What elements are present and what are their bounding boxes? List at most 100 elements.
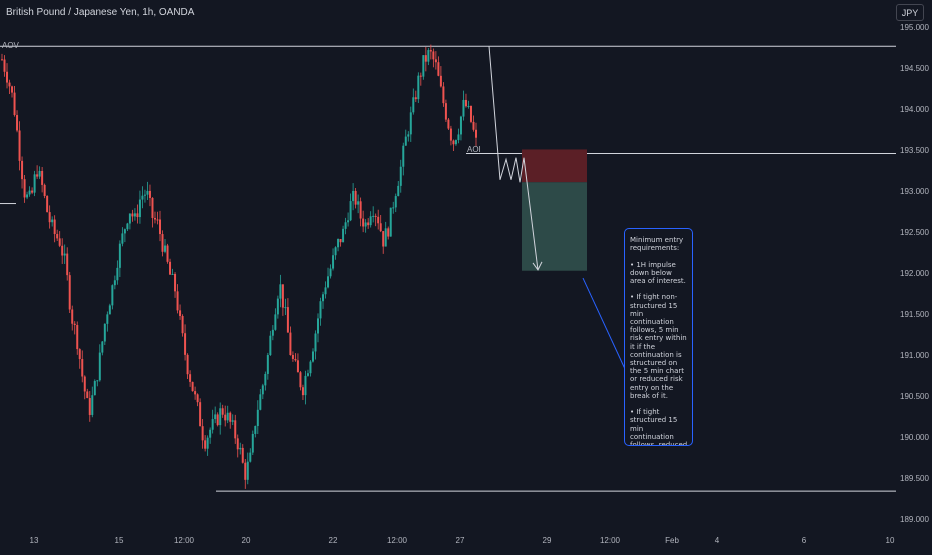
stop-loss-zone bbox=[522, 149, 587, 183]
time-tick-label: 29 bbox=[542, 536, 552, 545]
candle-body bbox=[264, 373, 267, 386]
candle-body bbox=[324, 287, 327, 295]
candle-body bbox=[93, 381, 96, 396]
candle-body bbox=[96, 380, 99, 382]
candle-body bbox=[454, 140, 457, 145]
candle-body bbox=[226, 412, 229, 421]
candle-body bbox=[58, 238, 61, 246]
candle-body bbox=[412, 97, 415, 113]
candle-body bbox=[372, 215, 375, 217]
candle-body bbox=[174, 273, 177, 292]
candle-body bbox=[319, 301, 322, 319]
candle-body bbox=[216, 414, 219, 426]
candle-body bbox=[98, 352, 101, 381]
time-tick-label: 27 bbox=[455, 536, 465, 545]
candle-body bbox=[394, 196, 397, 208]
candle-body bbox=[73, 323, 76, 325]
candle-body bbox=[301, 387, 304, 396]
candle-body bbox=[33, 174, 36, 193]
time-tick-label: Feb bbox=[665, 536, 679, 545]
candle-body bbox=[116, 267, 119, 281]
candle-body bbox=[291, 355, 294, 359]
candle-body bbox=[211, 419, 214, 430]
candle-body bbox=[344, 222, 347, 229]
candle-body bbox=[199, 402, 202, 427]
candle-body bbox=[317, 318, 319, 334]
candle-body bbox=[206, 437, 209, 449]
candle-body bbox=[164, 245, 167, 252]
candle-body bbox=[467, 105, 470, 107]
candle-body bbox=[38, 170, 41, 177]
candle-body bbox=[13, 92, 16, 116]
candle-body bbox=[148, 190, 151, 198]
candle-body bbox=[11, 86, 14, 93]
candle-body bbox=[131, 213, 134, 217]
candle-body bbox=[276, 298, 279, 315]
candle-body bbox=[249, 452, 252, 462]
candle-body bbox=[156, 219, 159, 221]
candle-body bbox=[53, 219, 56, 235]
price-tick-label: 194.000 bbox=[900, 105, 929, 115]
candle-body bbox=[146, 190, 149, 195]
price-axis[interactable]: 195.000 194.500 194.000 193.500 193.000 192.5… bbox=[896, 0, 932, 550]
candle-body bbox=[379, 223, 382, 232]
time-tick-label: 13 bbox=[29, 536, 39, 545]
candle-body bbox=[266, 355, 269, 374]
candle-body bbox=[176, 291, 179, 311]
candle-body bbox=[439, 75, 442, 87]
entry-requirements-note[interactable]: Minimum entry requirements: • 1H impulse… bbox=[624, 228, 693, 446]
candle-body bbox=[424, 55, 427, 62]
candle-body bbox=[269, 335, 272, 356]
candle-body bbox=[108, 305, 111, 315]
time-tick-label: 12:00 bbox=[599, 536, 621, 545]
candle-body bbox=[31, 190, 34, 193]
note-pointer-line bbox=[582, 277, 626, 370]
candle-body bbox=[314, 333, 317, 352]
time-tick-label: 12:00 bbox=[173, 536, 195, 545]
candle-body bbox=[437, 62, 440, 76]
time-axis[interactable]: 13 15 12:00 20 22 12:00 27 29 12:00 Feb 4 6 10 bbox=[0, 530, 896, 550]
candle-body bbox=[151, 197, 154, 218]
candle-body bbox=[88, 397, 91, 415]
price-tick-label: 192.000 bbox=[900, 269, 929, 278]
candle-body bbox=[299, 372, 302, 388]
candle-body bbox=[166, 245, 169, 262]
candle-body bbox=[159, 219, 161, 235]
candle-body bbox=[422, 55, 425, 77]
candle-body bbox=[224, 414, 227, 421]
candle-body bbox=[189, 374, 192, 382]
candle-body bbox=[452, 140, 455, 145]
candle-body bbox=[128, 213, 131, 224]
take-profit-zone bbox=[522, 182, 587, 271]
candle-body bbox=[414, 97, 417, 100]
candle-body bbox=[86, 391, 89, 398]
candle-body bbox=[364, 222, 367, 227]
currency-button[interactable]: JPY bbox=[896, 4, 924, 21]
candle-body bbox=[349, 201, 352, 221]
candle-body bbox=[244, 462, 247, 480]
candle-body bbox=[1, 59, 3, 61]
candle-body bbox=[133, 213, 136, 217]
candle-body bbox=[138, 199, 141, 218]
candle-body bbox=[234, 420, 237, 439]
candle-body bbox=[447, 119, 450, 129]
candle-body bbox=[339, 238, 342, 243]
candle-body bbox=[136, 213, 139, 218]
candle-body bbox=[36, 174, 39, 177]
candle-body bbox=[472, 121, 475, 130]
candle-body bbox=[118, 243, 121, 268]
candle-body bbox=[23, 179, 26, 198]
candle-body bbox=[171, 273, 174, 275]
candle-body bbox=[126, 223, 129, 230]
price-tick-label: 193.500 bbox=[900, 146, 929, 156]
candle-body bbox=[296, 360, 299, 373]
candle-body bbox=[3, 59, 6, 72]
candle-body bbox=[68, 275, 71, 310]
price-tick-label: 193.000 bbox=[900, 187, 929, 197]
candle-body bbox=[409, 112, 412, 135]
candle-body bbox=[219, 408, 222, 426]
symbol-title[interactable]: British Pound / Japanese Yen, 1h, OANDA bbox=[6, 7, 195, 18]
candle-body bbox=[51, 219, 54, 223]
